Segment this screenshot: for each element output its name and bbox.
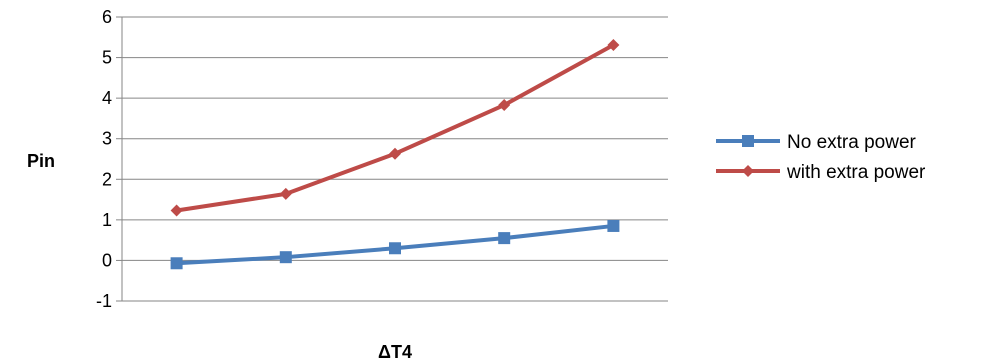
diamond-marker [389, 147, 401, 160]
legend-diamond-marker [742, 165, 754, 177]
series-with-extra-power [170, 38, 620, 217]
diamond-marker [607, 38, 620, 51]
square-marker [389, 242, 401, 255]
y-tick-label: 5 [102, 48, 112, 68]
y-tick-label: 3 [102, 129, 112, 149]
legend-label: No extra power [787, 132, 917, 153]
y-tick-label: 6 [102, 7, 112, 27]
legend-item: with extra power [716, 162, 926, 183]
square-marker [498, 232, 511, 245]
x-axis-title: ΔT4 [378, 342, 412, 361]
diamond-marker [498, 99, 511, 112]
y-tick-labels: -1 0 1 2 3 4 5 6 [96, 7, 112, 311]
square-marker [607, 219, 620, 232]
series-lines [170, 38, 620, 270]
series-no-extra-power [170, 219, 620, 270]
legend: No extra power with extra power [716, 132, 926, 183]
diamond-marker [279, 187, 292, 200]
legend-item: No extra power [716, 132, 917, 153]
y-tick-label: 2 [102, 169, 112, 189]
y-tick-label: 1 [102, 210, 112, 230]
legend-label: with extra power [786, 162, 926, 183]
square-marker [279, 251, 292, 264]
y-tick-label: 4 [102, 88, 112, 108]
y-tick-label: -1 [96, 291, 112, 311]
series-line [176, 43, 615, 213]
y-axis-title: Pin [27, 151, 55, 171]
legend-square-marker [742, 135, 754, 147]
y-tick-label: 0 [102, 250, 112, 270]
square-marker [170, 257, 183, 270]
diamond-marker [170, 204, 183, 217]
